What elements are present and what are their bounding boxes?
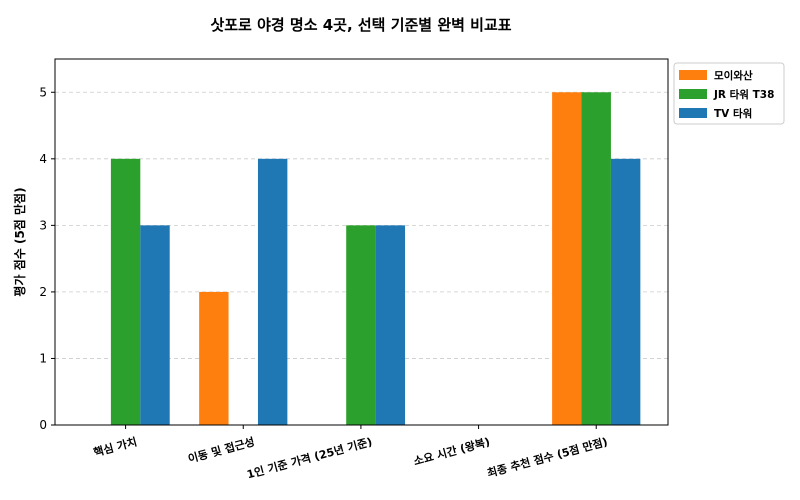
bar xyxy=(375,225,406,425)
bar xyxy=(552,92,582,425)
y-tick-label: 2 xyxy=(39,285,47,299)
bar xyxy=(346,225,376,425)
legend-swatch xyxy=(679,108,707,118)
chart-title: 삿포로 야경 명소 4곳, 선택 기준별 완벽 비교표 xyxy=(210,16,511,34)
bars xyxy=(110,92,641,425)
y-axis-label: 평가 점수 (5점 만점) xyxy=(12,187,27,296)
y-axis: 0 1 2 3 4 5 xyxy=(39,85,55,432)
legend-label: JR 타워 T38 xyxy=(713,88,774,101)
legend-swatch xyxy=(679,89,707,99)
bar xyxy=(257,158,288,425)
bar xyxy=(581,92,611,425)
x-tick-label: 소요 시간 (왕복) xyxy=(412,434,491,468)
y-tick-label: 5 xyxy=(39,85,47,99)
bar xyxy=(199,291,229,425)
legend-label: 모이와산 xyxy=(714,69,753,82)
bar xyxy=(140,225,170,425)
bar xyxy=(610,158,641,425)
x-tick-label: 이동 및 접근성 xyxy=(186,434,256,465)
x-tick-label: 최종 추천 점수 (5점 만점) xyxy=(486,434,610,480)
x-tick-label: 1인 기준 가격 (25년 기준) xyxy=(245,434,374,481)
legend-label: TV 타워 xyxy=(714,107,752,120)
plot-frame xyxy=(54,58,669,426)
y-tick-label: 0 xyxy=(39,418,47,432)
legend-swatch xyxy=(679,70,707,80)
y-tick-label: 3 xyxy=(39,218,47,232)
y-tick-label: 1 xyxy=(39,351,47,365)
legend: 모이와산 JR 타워 T38 TV 타워 xyxy=(673,62,785,125)
x-tick-label: 핵심 가치 xyxy=(92,434,138,459)
bar xyxy=(110,158,141,425)
y-tick-label: 4 xyxy=(39,152,47,166)
